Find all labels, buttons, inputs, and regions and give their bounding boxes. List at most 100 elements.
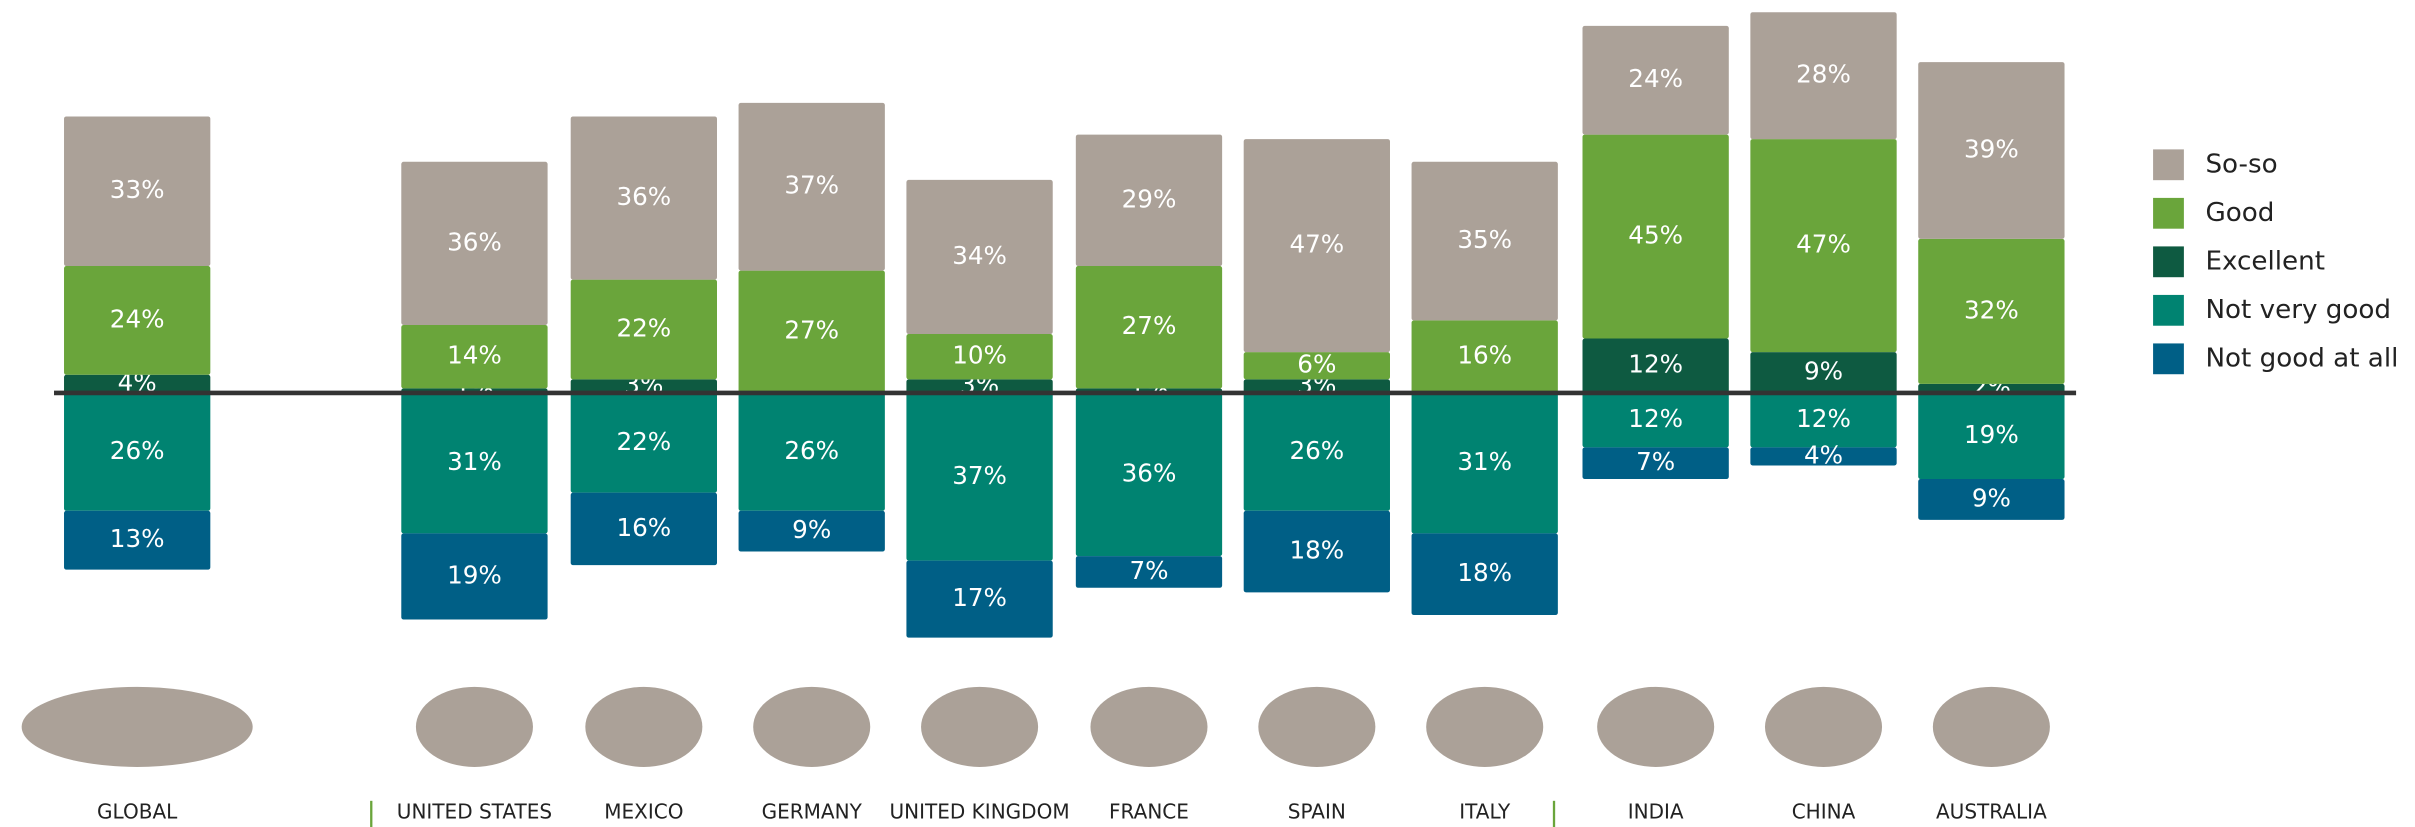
x-tick-label: UNITED KINGDOM xyxy=(890,800,1070,824)
data-label: 18% xyxy=(1457,558,1512,587)
x-tick-label: ITALY xyxy=(1459,800,1511,824)
bar-segment xyxy=(906,392,1053,561)
x-tick-label: CHINA xyxy=(1792,800,1856,824)
data-label: 33% xyxy=(110,175,165,204)
bar-segment xyxy=(64,374,211,393)
bar-segment xyxy=(738,510,885,552)
map-icon xyxy=(1426,686,1544,767)
data-label: 4% xyxy=(1804,440,1843,469)
map-icon xyxy=(753,686,871,767)
data-label: 7% xyxy=(1636,447,1675,476)
data-label: 12% xyxy=(1628,350,1683,379)
bar-segment xyxy=(906,179,1053,335)
legend-label: Not very good xyxy=(2205,295,2391,325)
data-label: 18% xyxy=(1289,536,1344,565)
data-label: 12% xyxy=(1796,404,1851,433)
data-label: 22% xyxy=(616,313,671,342)
x-tick-label: UNITED STATES xyxy=(397,800,552,824)
bar-segment xyxy=(1243,379,1390,393)
legend-label: Excellent xyxy=(2205,246,2325,276)
data-label: 14% xyxy=(447,341,502,370)
bar-segment xyxy=(1750,352,1897,393)
bar-segment xyxy=(401,533,548,620)
bar-segment xyxy=(1582,447,1729,480)
bar-segment xyxy=(64,116,211,267)
bar-segment xyxy=(738,392,885,511)
legend-label: Not good at all xyxy=(2205,343,2398,373)
map-icon xyxy=(1090,686,1208,767)
data-label: 32% xyxy=(1964,295,2019,324)
data-label: 12% xyxy=(1628,404,1683,433)
x-tick-label: GERMANY xyxy=(762,800,863,824)
data-label: 35% xyxy=(1457,225,1512,254)
data-label: 9% xyxy=(792,515,831,544)
data-label: 16% xyxy=(1457,341,1512,370)
data-label: 17% xyxy=(952,583,1007,612)
bar-segment xyxy=(738,270,885,393)
bar-segment xyxy=(738,102,885,271)
map-icon xyxy=(1258,686,1376,767)
bar-segment xyxy=(1243,139,1390,353)
bar-segment xyxy=(570,379,717,393)
legend-swatch xyxy=(2153,149,2184,181)
bar-segment xyxy=(570,492,717,566)
bar-segment xyxy=(570,392,717,493)
map-icon xyxy=(415,686,533,767)
data-label: 34% xyxy=(952,241,1007,270)
x-tick-label: SPAIN xyxy=(1288,800,1346,824)
bar-segment xyxy=(64,392,211,511)
data-label: 45% xyxy=(1628,221,1683,250)
legend-swatch xyxy=(2153,294,2184,326)
bar-segment xyxy=(906,560,1053,638)
data-label: 24% xyxy=(110,304,165,333)
data-label: 39% xyxy=(1964,134,2019,163)
bar-segment xyxy=(1075,556,1223,588)
bar-segment xyxy=(1582,392,1729,448)
bar-segment xyxy=(906,379,1053,393)
bar-segment xyxy=(1243,392,1390,511)
bar-segment xyxy=(1075,266,1223,389)
data-label: 9% xyxy=(1972,483,2011,512)
bar-segment xyxy=(1750,392,1897,448)
map-icon xyxy=(1764,686,1883,767)
bar-segment xyxy=(1075,392,1223,557)
data-label: 28% xyxy=(1796,60,1851,89)
data-label: 7% xyxy=(1129,556,1168,585)
map-icon xyxy=(921,686,1039,767)
legend-swatch xyxy=(2153,246,2184,278)
legend-swatch xyxy=(2153,343,2184,375)
data-label: 26% xyxy=(110,436,165,465)
x-tick-label: FRANCE xyxy=(1109,800,1189,824)
data-label: 19% xyxy=(1964,420,2019,449)
bar-segment xyxy=(1075,134,1223,267)
legend-label: So-so xyxy=(2205,149,2277,179)
data-label: 37% xyxy=(952,461,1007,490)
data-label: 36% xyxy=(616,182,671,211)
bar-segment xyxy=(1918,392,2065,480)
data-label: 36% xyxy=(447,227,502,256)
bar-segment xyxy=(1582,338,1729,393)
bar-segment xyxy=(401,392,548,534)
bar-segment xyxy=(1918,238,2065,384)
bar-segment xyxy=(1411,392,1558,534)
data-label: 26% xyxy=(784,436,839,465)
bar-segment xyxy=(906,334,1053,380)
bar-segment xyxy=(1582,25,1729,135)
x-tick-label: MEXICO xyxy=(604,800,683,824)
bar-segment xyxy=(1750,447,1897,466)
legend-swatch xyxy=(2153,197,2184,229)
bar-segment xyxy=(570,116,717,280)
map-icon xyxy=(585,686,703,767)
bar-segment xyxy=(401,161,548,325)
map-icon xyxy=(21,686,253,767)
bar-segment xyxy=(1750,139,1897,353)
data-label: 36% xyxy=(1122,459,1177,488)
legend-label: Good xyxy=(2205,198,2274,228)
data-label: 10% xyxy=(952,341,1007,370)
bar-segment xyxy=(64,510,211,570)
data-label: 13% xyxy=(110,524,165,553)
data-label: 47% xyxy=(1289,230,1344,259)
bar-segment xyxy=(1918,479,2065,520)
map-icon xyxy=(1597,686,1715,767)
